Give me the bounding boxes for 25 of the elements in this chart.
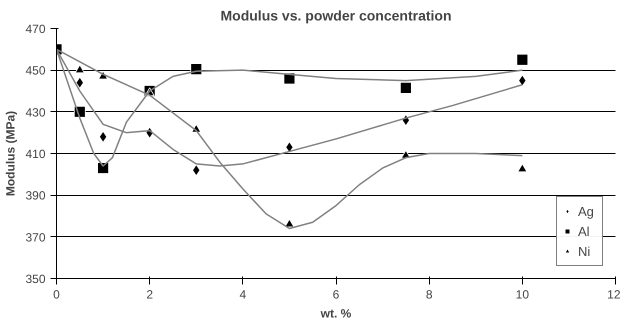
point <box>400 82 412 94</box>
point <box>517 164 528 172</box>
x-tick-label: 0 <box>53 288 60 302</box>
legend-label: Ag <box>578 204 595 218</box>
y-tick-label: 450 <box>25 64 46 78</box>
chart-title: Modulus vs. powder concentration <box>220 8 452 24</box>
point <box>516 54 528 66</box>
y-axis-title: Modulus (MPa) <box>3 110 18 196</box>
point <box>74 64 85 74</box>
y-tick-label: 350 <box>25 272 46 286</box>
y-tick-label: 410 <box>25 147 46 161</box>
x-tick-label: 8 <box>426 288 433 302</box>
y-tick-label: 370 <box>25 230 46 244</box>
x-tick-label: 4 <box>239 288 246 302</box>
y-tick-label: 390 <box>25 188 46 203</box>
legend-label: Ni <box>578 244 592 258</box>
point <box>518 74 526 86</box>
legend-label: Al <box>578 224 591 238</box>
x-tick-label: 2 <box>146 288 154 302</box>
x-tick-label: 6 <box>332 288 340 302</box>
y-tick-label: 470 <box>25 22 46 36</box>
x-axis-title: wt. % <box>320 306 352 320</box>
y-tick-label: 430 <box>25 105 46 120</box>
x-tick-label: 10 <box>516 288 530 302</box>
x-tick-label: 12 <box>607 288 620 302</box>
